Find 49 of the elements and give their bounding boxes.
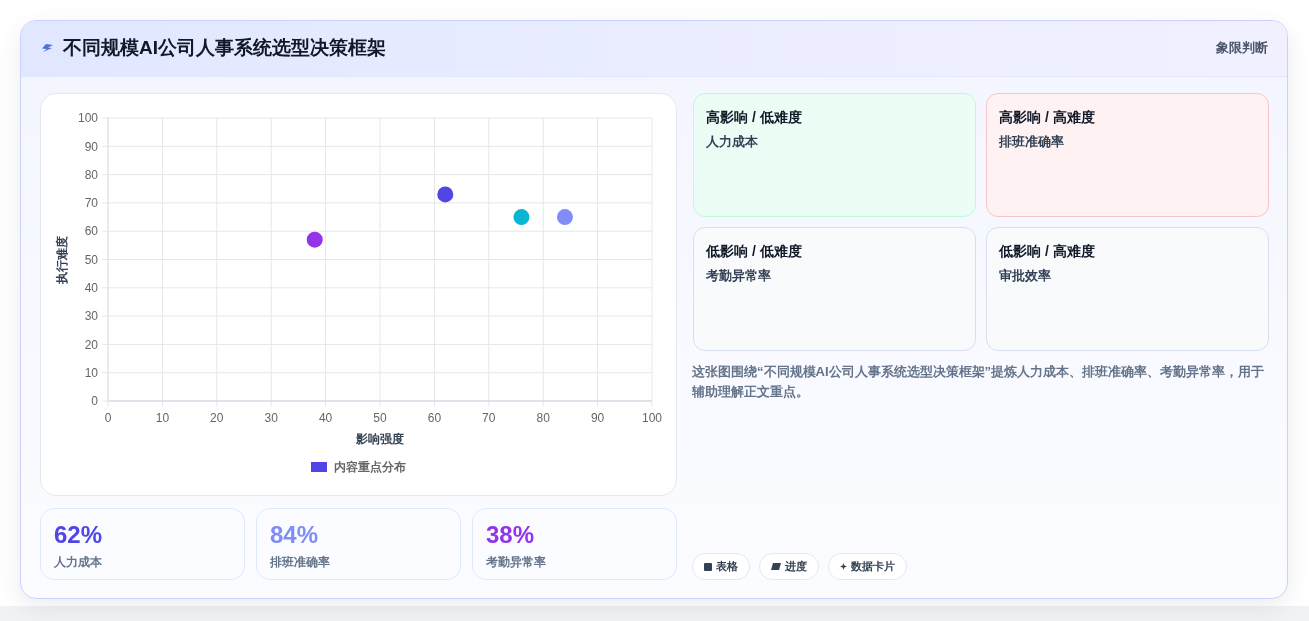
category-label: 高影响 / 低难度 (706, 109, 802, 125)
legend-label: 内容重点分布 (334, 460, 406, 475)
y-tick-label: 70 (84, 196, 99, 211)
x-tick-label: 60 (427, 411, 442, 426)
y-tick-label: 10 (84, 365, 99, 380)
point (306, 231, 323, 248)
y-tick-label: 0 (91, 394, 99, 409)
category-label: 进度 (785, 559, 807, 574)
y-tick-label: 60 (84, 224, 99, 239)
y-tick-label: 40 (84, 281, 99, 295)
x-tick-label: 90 (590, 411, 605, 426)
category-label: 考勤异常率 (486, 555, 546, 569)
category-label: 低影响 / 高难度 (999, 243, 1095, 259)
text: 排班准确率 (999, 134, 1064, 149)
text: 人力成本 (706, 134, 758, 149)
text: 84% (270, 521, 319, 548)
y-axis-title: 执行难度 (55, 235, 70, 285)
x-tick-label: 20 (210, 411, 224, 426)
point (437, 186, 454, 203)
y-tick-label: 80 (84, 167, 99, 182)
x-tick-label: 40 (318, 411, 333, 426)
text: 象限判断 (1216, 41, 1268, 55)
text: 38% (486, 521, 535, 548)
category-label: 高影响 / 高难度 (999, 109, 1095, 125)
category-label: 低影响 / 低难度 (706, 243, 802, 259)
text: 62% (54, 521, 103, 548)
x-tick-label: 30 (264, 411, 279, 426)
y-tick-label: 90 (84, 139, 99, 154)
point (513, 209, 530, 226)
text: 考勤异常率 (706, 268, 771, 283)
text: 审批效率 (999, 268, 1051, 283)
category-label: 表格 (716, 559, 738, 574)
x-tick-label: 100 (641, 411, 663, 426)
chart-title: 不同规模AI公司人事系统选型决策框架 (63, 37, 386, 58)
y-tick-label: 30 (84, 309, 99, 324)
text: 这张图围绕“不同规模AI公司人事系统选型决策框架”提炼人力成本、排班准确率、考勤异常率，用于辅助理解正文重点。 (692, 364, 1264, 399)
x-tick-label: 70 (482, 411, 496, 426)
x-tick-label: 50 (373, 411, 387, 426)
x-tick-label: 0 (104, 411, 112, 426)
category-label: 数据卡片 (851, 559, 895, 574)
y-tick-label: 50 (84, 252, 99, 267)
category-label: 人力成本 (54, 555, 102, 569)
x-tick-label: 80 (536, 411, 551, 426)
category-label: 排班准确率 (270, 555, 330, 569)
x-axis-title: 影响强度 (355, 432, 404, 447)
y-tick-label: 20 (84, 337, 99, 352)
y-tick-label: 100 (77, 111, 99, 126)
x-tick-label: 10 (155, 411, 170, 426)
point (556, 209, 573, 226)
